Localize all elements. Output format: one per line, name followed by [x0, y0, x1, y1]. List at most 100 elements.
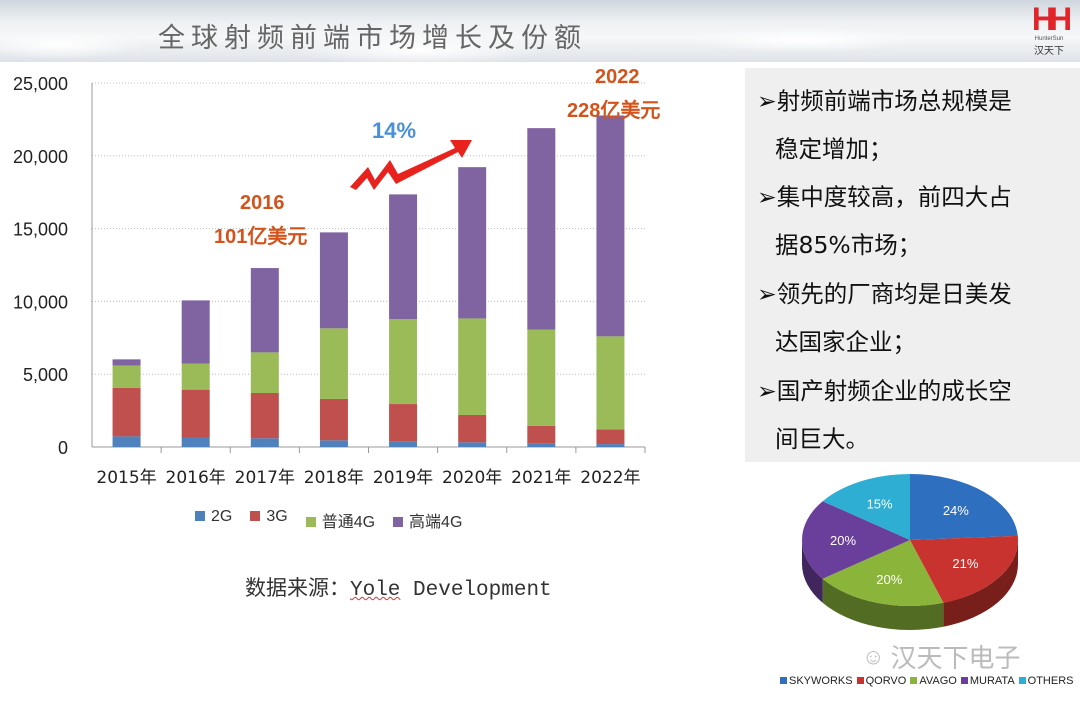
bullet-line: 间巨大。 [775, 425, 869, 453]
pie-legend-item: OTHERS [1018, 675, 1074, 687]
x-tick-label: 2015年 [96, 468, 156, 488]
stacked-bar-chart: 0 5,000 10,000 15,000 20,000 25,000 2015年 2016年… [13, 74, 646, 488]
watermark-text: 汉天下电子 [890, 643, 1021, 673]
pie-side-AVAGO [822, 578, 944, 630]
bar-segment-2G [112, 436, 141, 447]
watermark: ☺ 汉天下电子 [862, 638, 1020, 675]
y-tick-label: 0 [58, 438, 68, 458]
pie-slice-label: 20% [876, 572, 902, 587]
pie-slice-AVAGO [822, 540, 944, 606]
slide-title: 全球射频前端市场增长及份额 [158, 23, 587, 54]
pie-legend-label: MURATA [969, 675, 1015, 687]
bar-segment-3G [112, 387, 141, 437]
pie-legend-item: AVAGO [910, 675, 957, 687]
y-tick-label: 5,000 [23, 365, 68, 385]
market-share-pie: 24% 21% 20% 20% 15% [802, 474, 1018, 630]
pie-legend-label: OTHERS [1027, 675, 1074, 687]
pie-legend-item: SKYWORKS [780, 675, 853, 687]
slide-header: 全球射频前端市场增长及份额 HH HunterSun 汉天下 [0, 0, 1080, 62]
pie-legend-item: QORVO [856, 675, 907, 687]
annotation-2016-year: 2016 [240, 192, 285, 214]
x-tick-label: 2020年 [442, 468, 502, 488]
bar-segment-2G [319, 440, 348, 447]
pie-slice-SKYWORKS [910, 474, 1018, 540]
x-tick-label: 2022年 [580, 468, 640, 488]
bullet-line: 据85%市场； [775, 231, 922, 259]
pie-slice-MURATA [802, 501, 910, 579]
pie-legend: SKYWORKS QORVO AVAGO MURATA OTHERS [780, 675, 1074, 687]
legend-item-3g: 3G [250, 508, 288, 532]
annotation-growth-rate: 14% [372, 118, 417, 143]
bar-segment-普通4G [389, 319, 418, 405]
bar-segment-高端4G [527, 128, 556, 330]
pie-legend-label: QORVO [865, 675, 907, 687]
bar-segment-3G [527, 425, 556, 444]
bar-segment-2G [389, 441, 418, 447]
bar-segment-3G [596, 429, 625, 445]
key-points-box: ➢射频前端市场总规模是 稳定增加； ➢集中度较高，前四大占 据85%市场； ➢领… [745, 68, 1080, 462]
legend-label: 3G [266, 508, 288, 525]
logo-cn: 汉天下 [1034, 46, 1064, 57]
bar-segment-2G [250, 438, 279, 447]
pie-legend-item: MURATA [960, 675, 1015, 687]
bar-segment-普通4G [181, 363, 210, 390]
legend-item-4g: 普通4G [305, 508, 376, 532]
bar-segment-普通4G [112, 365, 141, 388]
y-tick-label: 10,000 [13, 292, 68, 312]
legend-label: 高端4G [409, 514, 463, 531]
company-logo: HH HunterSun 汉天下 [1022, 2, 1076, 60]
legend-item-2g: 2G [195, 508, 232, 532]
bullet-line: ➢领先的厂商均是日美发 [757, 280, 1012, 308]
x-tick-label: 2021年 [511, 468, 571, 488]
pie-slice-label: 24% [943, 503, 969, 518]
y-tick-label: 20,000 [13, 147, 68, 167]
legend-item-hi4g: 高端4G [393, 508, 462, 532]
pie-legend-label: SKYWORKS [789, 675, 853, 687]
legend-label: 2G [211, 508, 233, 525]
bullet-line: ➢射频前端市场总规模是 [757, 87, 1012, 115]
source-prefix: 数据来源： [245, 579, 350, 602]
bar-segment-高端4G [596, 115, 625, 337]
bar-segment-3G [250, 392, 279, 439]
bar-segment-高端4G [389, 194, 418, 320]
bar-segment-普通4G [250, 352, 279, 393]
pie-side-MURATA [802, 540, 823, 603]
bar-segment-3G [458, 414, 487, 443]
bar-segment-3G [181, 389, 210, 438]
bar-segment-3G [319, 398, 348, 441]
bullet-line: ➢集中度较高，前四大占 [757, 183, 1012, 211]
bar-segment-3G [389, 404, 418, 442]
pie-legend-label: AVAGO [919, 675, 957, 687]
x-tick-label: 2017年 [235, 468, 295, 488]
pie-slice-OTHERS [822, 474, 910, 540]
wechat-icon: ☺ [862, 643, 885, 669]
source-rest: Development [400, 579, 552, 602]
annotation-2022-year: 2022 [595, 66, 640, 88]
annotation-2022-value: 228亿美元 [567, 100, 661, 122]
y-tick-label: 15,000 [13, 220, 68, 240]
bar-segment-普通4G [527, 329, 556, 426]
bar-segment-高端4G [458, 167, 487, 319]
y-tick-label: 25,000 [13, 74, 68, 94]
pie-slice-label: 21% [952, 556, 978, 571]
bar-segment-高端4G [319, 232, 348, 329]
pie-slice-QORVO [910, 535, 1018, 603]
chart-legend: 2G 3G 普通4G 高端4G [195, 508, 462, 532]
data-source: 数据来源：Yole Development [245, 572, 552, 602]
bar-segment-普通4G [596, 336, 625, 430]
pie-slice-label: 20% [830, 533, 856, 548]
bar-segment-2G [181, 437, 210, 447]
pie-side-QORVO [943, 540, 1018, 627]
bullet-line: 达国家企业； [775, 328, 916, 356]
logo-en: HunterSun [1034, 36, 1064, 42]
legend-label: 普通4G [321, 514, 376, 531]
bullet-line: 稳定增加； [775, 135, 893, 163]
logo-mark-icon: HH [1031, 1, 1072, 37]
growth-arrow-icon [350, 140, 472, 190]
pie-slice-label: 15% [867, 497, 893, 512]
x-tick-label: 2019年 [373, 468, 433, 488]
bar-segment-2G [527, 443, 556, 447]
bar-segment-高端4G [112, 359, 141, 366]
source-name: Yole [350, 579, 401, 602]
x-tick-label: 2016年 [166, 468, 226, 488]
